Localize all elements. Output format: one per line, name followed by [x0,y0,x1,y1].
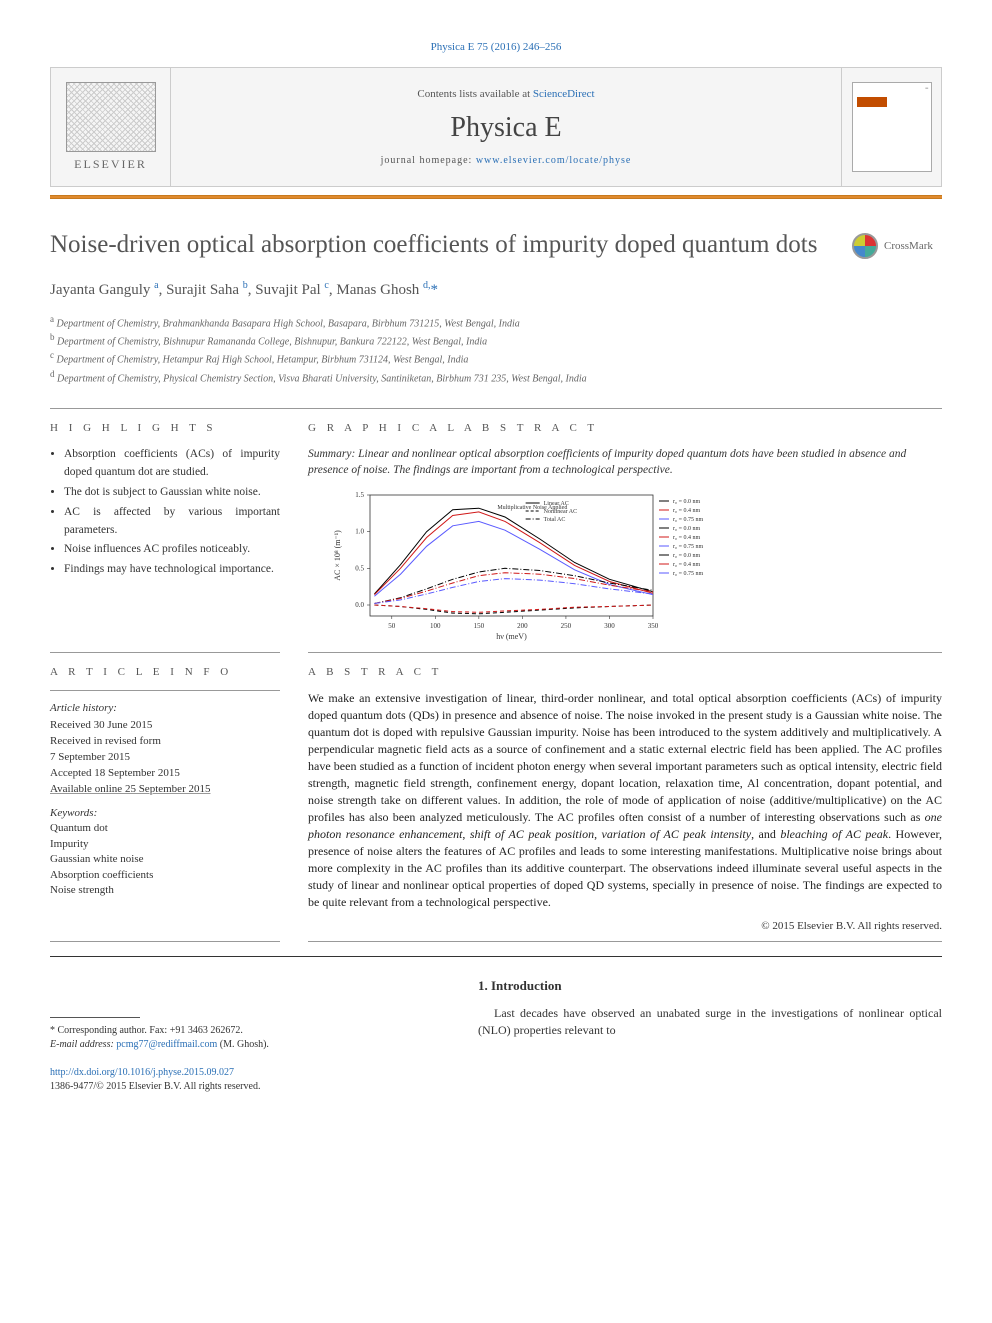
keyword: Noise strength [50,883,280,898]
intro-row: * Corresponding author. Fax: +91 3463 26… [50,977,942,1094]
history-online: Available online 25 September 2015 [50,782,280,798]
svg-text:r₀ = 0.0 nm: r₀ = 0.0 nm [673,553,700,559]
corresponding-footnote: * Corresponding author. Fax: +91 3463 26… [50,1024,450,1052]
doi-block: http://dx.doi.org/10.1016/j.physe.2015.0… [50,1066,450,1094]
affiliation-c: Department of Chemistry, Hetampur Raj Hi… [57,355,469,366]
svg-text:Nonlinear AC: Nonlinear AC [544,509,578,515]
svg-text:50: 50 [388,622,396,630]
svg-text:250: 250 [561,622,572,630]
highlight-item: Absorption coefficients (ACs) of impurit… [64,446,280,482]
banner-center: Contents lists available at ScienceDirec… [171,68,841,186]
email-label: E-mail address: [50,1039,116,1050]
svg-text:r₀ = 0.75 nm: r₀ = 0.75 nm [673,544,703,550]
corr-email-link[interactable]: pcmg77@rediffmail.com [116,1039,217,1050]
publisher-name: ELSEVIER [74,156,147,173]
highlight-item: The dot is subject to Gaussian white noi… [64,484,280,502]
contents-line: Contents lists available at ScienceDirec… [417,87,594,102]
affiliation-a: Department of Chemistry, Brahmankhanda B… [57,318,520,329]
abstract-text: We make an extensive investigation of li… [308,690,942,911]
svg-text:r₀ = 0.0 nm: r₀ = 0.0 nm [673,526,700,532]
highlights-list: Absorption coefficients (ACs) of impurit… [50,446,280,579]
svg-text:100: 100 [430,622,441,630]
highlight-item: AC is affected by various important para… [64,504,280,540]
article-info-heading: A R T I C L E I N F O [50,665,280,680]
crossmark-label: CrossMark [884,239,933,254]
affiliation-d: Department of Chemistry, Physical Chemis… [57,373,587,384]
svg-text:r₀ = 0.4 nm: r₀ = 0.4 nm [673,508,700,514]
sciencedirect-link[interactable]: ScienceDirect [533,88,595,100]
keyword: Impurity [50,837,280,852]
info-abstract-row: A R T I C L E I N F O Article history: R… [50,653,942,935]
highlights-heading: H I G H L I G H T S [50,421,280,436]
crossmark-badge[interactable]: CrossMark [852,233,942,259]
crossmark-icon [852,233,878,259]
history-revised: Received in revised form 7 September 201… [50,734,280,766]
keyword: Absorption coefficients [50,868,280,883]
cover-thumb-block: ≡ [841,68,941,186]
journal-title: Physica E [450,108,561,147]
svg-text:hν (meV): hν (meV) [496,632,527,641]
title-row: Noise-driven optical absorption coeffici… [50,229,942,278]
svg-text:300: 300 [604,622,615,630]
svg-text:r₀ = 0.75 nm: r₀ = 0.75 nm [673,571,703,577]
svg-text:0.0: 0.0 [355,601,364,609]
svg-text:r₀ = 0.4 nm: r₀ = 0.4 nm [673,562,700,568]
svg-text:0.5: 0.5 [355,564,364,572]
citation-line: Physica E 75 (2016) 246–256 [50,40,942,55]
svg-text:AC × 10⁸ (m⁻¹): AC × 10⁸ (m⁻¹) [333,529,342,580]
ga-heading: G R A P H I C A L A B S T R A C T [308,421,942,436]
page-root: Physica E 75 (2016) 246–256 ELSEVIER Con… [0,0,992,1124]
hrules-row-2 [50,941,942,942]
keyword: Quantum dot [50,821,280,836]
ga-summary: Summary: Linear and nonlinear optical ab… [308,446,942,478]
history-accepted: Accepted 18 September 2015 [50,766,280,782]
orange-divider [50,195,942,199]
keywords-list: Quantum dotImpurityGaussian white noiseA… [50,821,280,898]
svg-text:1.5: 1.5 [355,491,364,499]
article-title: Noise-driven optical absorption coeffici… [50,229,832,260]
publisher-logo-block: ELSEVIER [51,68,171,186]
highlight-item: Noise influences AC profiles noticeably. [64,541,280,559]
journal-cover-icon: ≡ [852,82,932,172]
issn-line: 1386-9477/© 2015 Elsevier B.V. All right… [50,1081,260,1092]
svg-text:Linear AC: Linear AC [544,501,569,507]
svg-text:1.0: 1.0 [355,527,364,535]
svg-text:r₀ = 0.0 nm: r₀ = 0.0 nm [673,499,700,505]
history-received: Received 30 June 2015 [50,718,280,734]
highlight-item: Findings may have technological importan… [64,561,280,579]
keywords-head: Keywords: [50,806,280,821]
author-list: Jayanta Ganguly a, Surajit Saha b, Suvaj… [50,279,942,301]
elsevier-tree-icon [66,82,156,152]
intro-paragraph: Last decades have observed an unabated s… [478,1005,942,1039]
copyright-line: © 2015 Elsevier B.V. All rights reserved… [308,919,942,934]
ga-chart: 50 100 150 200 250 300 350 0.0 0.5 1.0 1.5 hν (meV)… [328,487,748,642]
abstract-heading: A B S T R A C T [308,665,942,680]
svg-text:Total AC: Total AC [544,517,566,523]
keyword: Gaussian white noise [50,852,280,867]
doi-link[interactable]: http://dx.doi.org/10.1016/j.physe.2015.0… [50,1067,234,1078]
journal-homepage-link[interactable]: www.elsevier.com/locate/physe [476,155,632,166]
svg-text:r₀ = 0.75 nm: r₀ = 0.75 nm [673,517,703,523]
history-head: Article history: [50,701,280,716]
svg-text:350: 350 [648,622,659,630]
intro-heading: 1. Introduction [478,977,942,995]
svg-text:150: 150 [474,622,485,630]
svg-text:r₀ = 0.4 nm: r₀ = 0.4 nm [673,535,700,541]
affiliation-b: Department of Chemistry, Bishnupur Raman… [57,336,487,347]
corr-author-line: * Corresponding author. Fax: +91 3463 26… [50,1024,450,1038]
svg-text:200: 200 [517,622,528,630]
highlights-row: H I G H L I G H T S Absorption coefficie… [50,409,942,648]
affiliations: a Department of Chemistry, Brahmankhanda… [50,313,942,386]
journal-banner: ELSEVIER Contents lists available at Sci… [50,67,942,187]
homepage-line: journal homepage: www.elsevier.com/locat… [381,154,632,168]
